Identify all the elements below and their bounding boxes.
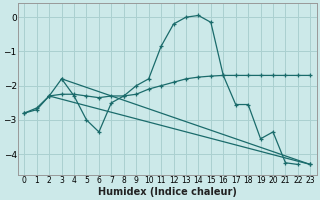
X-axis label: Humidex (Indice chaleur): Humidex (Indice chaleur) [98, 187, 237, 197]
